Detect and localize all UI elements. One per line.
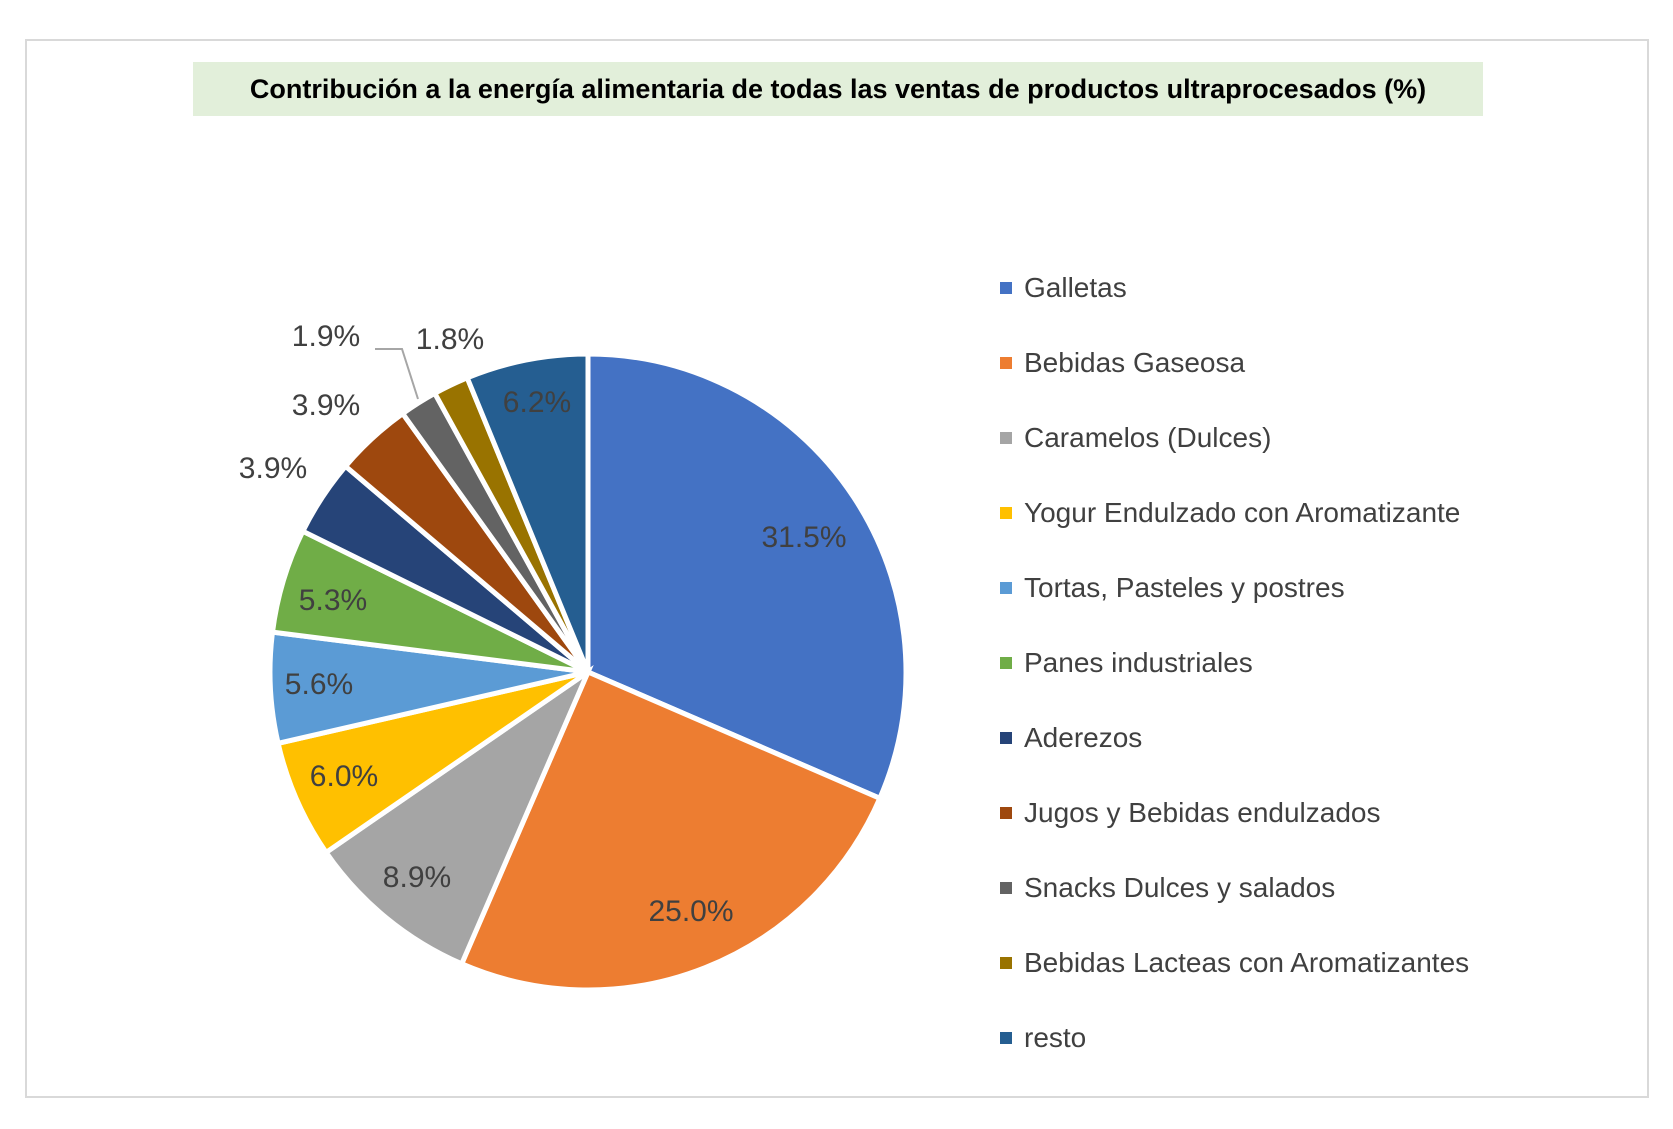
legend-item: Yogur Endulzado con Aromatizante (1000, 475, 1469, 550)
legend-item: Caramelos (Dulces) (1000, 400, 1469, 475)
pie-slice-0 (585, 351, 909, 802)
pie-slice-1 (458, 668, 884, 993)
data-label: 6.2% (503, 386, 571, 419)
data-label: 25.0% (648, 895, 733, 928)
legend-swatch (1000, 881, 1012, 894)
legend-item: Galletas (1000, 250, 1469, 325)
legend-item: Panes industriales (1000, 625, 1469, 700)
legend: Galletas Bebidas Gaseosa Caramelos (Dulces… (1000, 250, 1469, 1075)
legend-swatch (1000, 731, 1012, 744)
data-label: 31.5% (761, 521, 846, 554)
legend-label: Aderezos (1024, 721, 1143, 753)
pie-slice-2 (322, 665, 594, 968)
data-label: 1.8% (416, 323, 484, 356)
legend-item: Tortas, Pasteles y postres (1000, 550, 1469, 625)
legend-label: Caramelos (Dulces) (1024, 421, 1272, 453)
legend-item: resto (1000, 1000, 1469, 1075)
legend-swatch (1000, 581, 1012, 594)
legend-item: Snacks Dulces y salados (1000, 850, 1469, 925)
data-label: 8.9% (383, 861, 451, 894)
legend-label: Panes industriales (1024, 646, 1253, 678)
legend-label: Jugos y Bebidas endulzados (1024, 796, 1381, 828)
chart-frame (25, 39, 1649, 1098)
legend-swatch (1000, 1031, 1012, 1044)
legend-label: Yogur Endulzado con Aromatizante (1024, 496, 1461, 528)
data-label: 6.0% (310, 760, 378, 793)
chart-title: Contribución a la energía alimentaria de… (193, 62, 1483, 116)
legend-label: Galletas (1024, 271, 1127, 303)
legend-label: Snacks Dulces y salados (1024, 871, 1336, 903)
data-label: 3.9% (239, 452, 307, 485)
leader-line (375, 348, 419, 400)
pie-slice-10 (463, 351, 591, 673)
legend-item: Bebidas Lacteas con Aromatizantes (1000, 925, 1469, 1000)
legend-swatch (1000, 506, 1012, 519)
legend-label: Bebidas Gaseosa (1024, 346, 1246, 378)
legend-swatch (1000, 431, 1012, 444)
legend-item: Bebidas Gaseosa (1000, 325, 1469, 400)
data-label: 1.9% (292, 320, 360, 353)
data-label: 5.3% (299, 584, 367, 617)
legend-label: resto (1024, 1021, 1087, 1053)
data-label: 3.9% (292, 389, 360, 422)
data-label: 5.6% (285, 668, 353, 701)
legend-label: Tortas, Pasteles y postres (1024, 571, 1345, 603)
legend-swatch (1000, 956, 1012, 969)
legend-item: Aderezos (1000, 700, 1469, 775)
legend-item: Jugos y Bebidas endulzados (1000, 775, 1469, 850)
legend-swatch (1000, 356, 1012, 369)
legend-swatch (1000, 281, 1012, 294)
legend-label: Bebidas Lacteas con Aromatizantes (1024, 946, 1470, 978)
legend-swatch (1000, 806, 1012, 819)
legend-swatch (1000, 656, 1012, 669)
